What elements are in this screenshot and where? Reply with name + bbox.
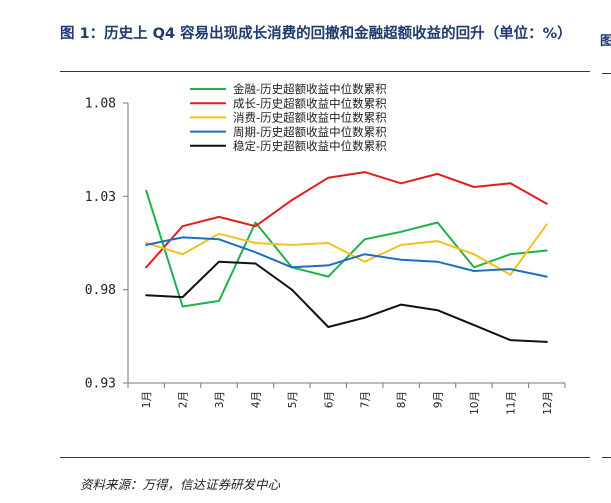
series-lines <box>145 171 548 343</box>
x-tick-label: 11月 <box>505 391 517 415</box>
legend-label-4: 周期-历史超额收益中位数累积 <box>233 125 387 139</box>
legend-label-2: 成长-历史超额收益中位数累积 <box>233 96 387 110</box>
x-tick-label: 2月 <box>178 391 190 408</box>
chart-legend: 金融-历史超额收益中位数累积成长-历史超额收益中位数累积消费-历史超额收益中位数… <box>190 82 387 153</box>
series-line-1 <box>145 189 548 308</box>
series-line-4 <box>145 236 548 278</box>
title-divider <box>60 71 590 72</box>
y-tick-label: 0.98 <box>85 283 116 298</box>
x-tick-label: 5月 <box>287 391 299 408</box>
x-tick-label: 10月 <box>469 391 481 415</box>
source-divider <box>60 457 590 458</box>
x-tick-label: 8月 <box>396 391 408 408</box>
x-tick-label: 3月 <box>214 391 226 408</box>
series-line-5 <box>145 260 548 343</box>
adjacent-figure-bottom-divider <box>602 457 611 458</box>
x-tick-label: 9月 <box>433 391 445 408</box>
x-tick-label: 7月 <box>360 391 372 408</box>
series-line-2 <box>145 171 548 269</box>
x-tick-label: 6月 <box>323 391 335 408</box>
x-tick-label: 1月 <box>141 391 153 408</box>
x-tick-label: 4月 <box>250 391 262 408</box>
source-note: 资料来源：万得，信达证券研发中心 <box>80 477 281 492</box>
x-tick-label: 12月 <box>542 391 554 415</box>
figure-title: 图 1：历史上 Q4 容易出现成长消费的回撤和金融超额收益的回升（单位：%） <box>60 26 572 42</box>
y-tick-label: 1.03 <box>85 190 116 205</box>
series-line-3 <box>145 223 548 276</box>
y-tick-label: 1.08 <box>85 97 116 112</box>
adjacent-figure-title-fragment: 图 <box>600 34 611 49</box>
adjacent-figure-top-divider <box>602 73 611 74</box>
legend-label-3: 消费-历史超额收益中位数累积 <box>233 111 387 125</box>
y-tick-label: 0.93 <box>85 377 116 392</box>
legend-label-5: 稳定-历史超额收益中位数累积 <box>233 139 387 153</box>
legend-label-1: 金融-历史超额收益中位数累积 <box>233 82 387 96</box>
chart-axes: 1.08 1.03 0.98 0.93 1月 2月 3月 4月 5月 6月 7月 8月 9月 10月 11月… <box>85 97 566 415</box>
